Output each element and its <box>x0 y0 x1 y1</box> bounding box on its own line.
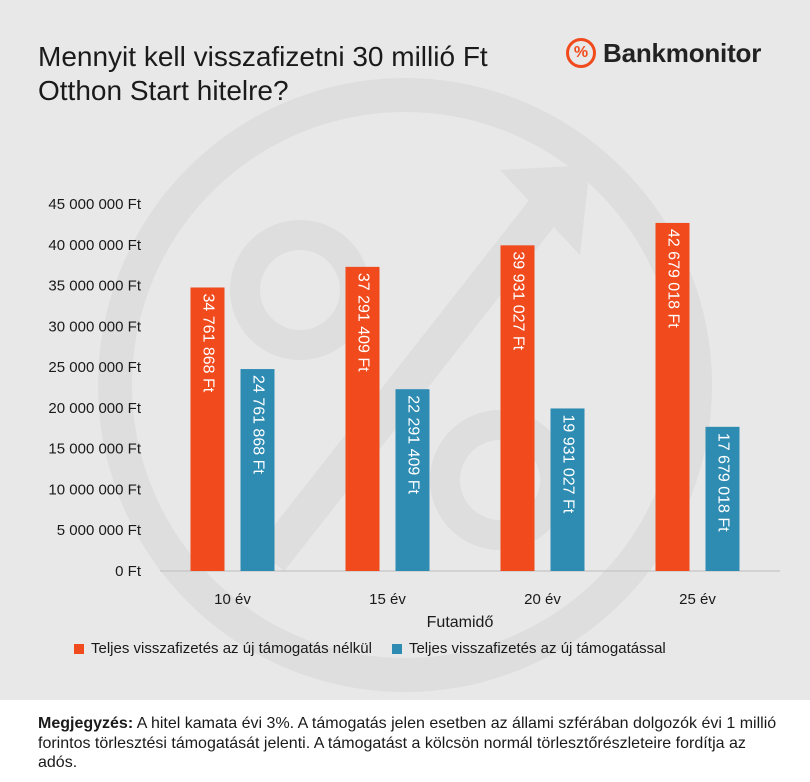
legend: Teljes visszafizetés az új támogatás nél… <box>74 640 666 657</box>
y-tick-label: 10 000 000 Ft <box>48 481 141 498</box>
bar-with-support <box>395 389 430 571</box>
y-tick-label: 25 000 000 Ft <box>48 359 141 376</box>
y-tick-label: 20 000 000 Ft <box>48 400 141 417</box>
legend-swatch-orange <box>74 643 84 654</box>
x-axis-title: Futamidő <box>427 614 494 630</box>
y-tick-label: 45 000 000 Ft <box>48 196 141 213</box>
x-tick-label: 25 év <box>679 591 716 608</box>
bar-chart: 0 Ft 5 000 000 Ft 10 000 000 Ft 15 000 000 … <box>48 196 780 630</box>
bar-data-label: 19 931 027 Ft <box>559 414 576 513</box>
legend-item-with-support: Teljes visszafizetés az új támogatással <box>391 640 666 657</box>
x-tick-label: 15 év <box>369 591 406 608</box>
bar-without-support <box>655 222 690 571</box>
bar-data-label: 22 291 409 Ft <box>404 395 421 494</box>
bar-with-support <box>240 369 275 571</box>
y-tick-label: 35 000 000 Ft <box>48 278 141 295</box>
chart-title: Mennyit kell visszafizetni 30 millió Ft … <box>38 40 558 108</box>
legend-swatch-blue <box>391 643 402 654</box>
watermark-logo-icon <box>0 0 810 700</box>
bar-data-label: 37 291 409 Ft <box>354 273 371 372</box>
legend-item-without-support: Teljes visszafizetés az új támogatás nél… <box>74 640 372 657</box>
title-line-2: Otthon Start hitelre? <box>38 75 289 106</box>
legend-label: Teljes visszafizetés az új támogatással <box>408 640 666 657</box>
y-tick-label: 5 000 000 Ft <box>57 522 142 539</box>
footnote-text: A hitel kamata évi 3%. A támogatás jelen… <box>38 715 777 771</box>
percent-icon: % <box>566 38 596 68</box>
bar-data-label: 24 761 868 Ft <box>249 375 266 474</box>
bar-data-label: 17 679 018 Ft <box>714 433 731 532</box>
bar-with-support <box>550 408 585 571</box>
bar-data-label: 42 679 018 Ft <box>664 229 681 328</box>
y-tick-label: 15 000 000 Ft <box>48 441 141 458</box>
y-tick-label: 0 Ft <box>115 563 142 580</box>
y-tick-label: 30 000 000 Ft <box>48 318 141 335</box>
title-line-1: Mennyit kell visszafizetni 30 millió Ft <box>38 41 488 72</box>
bar-without-support <box>345 266 380 571</box>
brand-logo: % Bankmonitor <box>566 36 761 70</box>
bar-without-support <box>500 245 535 572</box>
bar-data-label: 34 761 868 Ft <box>199 293 216 392</box>
bar-with-support <box>705 426 740 571</box>
bar-data-label: 39 931 027 Ft <box>509 251 526 350</box>
x-tick-label: 20 év <box>524 591 561 608</box>
bar-without-support <box>190 287 225 571</box>
chart-panel: Mennyit kell visszafizetni 30 millió Ft … <box>0 0 810 700</box>
footnote: Megjegyzés: A hitel kamata évi 3%. A tám… <box>38 714 778 773</box>
y-tick-label: 40 000 000 Ft <box>48 237 141 254</box>
footnote-label: Megjegyzés: <box>38 715 134 732</box>
legend-label: Teljes visszafizetés az új támogatás nél… <box>91 640 372 657</box>
x-tick-label: 10 év <box>214 591 251 608</box>
brand-name: Bankmonitor <box>603 37 762 68</box>
